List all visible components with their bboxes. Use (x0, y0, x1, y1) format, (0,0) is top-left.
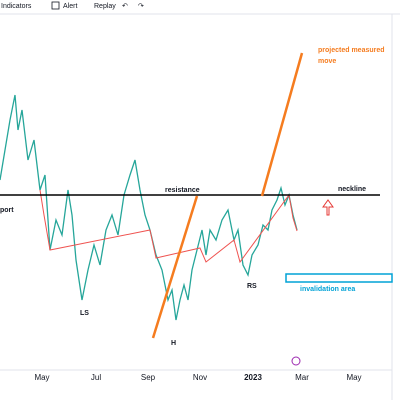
time-axis-label: Sep (141, 373, 156, 382)
time-axis-label: May (34, 373, 49, 382)
resistance-label: resistance (165, 187, 200, 194)
time-axis-label: 2023 (244, 373, 262, 382)
toolbar (0, 0, 400, 14)
replay-button[interactable]: Replay (94, 3, 116, 10)
undo-button[interactable]: ↶ (122, 3, 128, 10)
time-axis-label: Jul (91, 373, 101, 382)
event-icon[interactable] (291, 356, 301, 366)
indicators-button[interactable]: Indicators (1, 3, 32, 10)
up-arrow (322, 199, 334, 216)
redo-button[interactable]: ↷ (138, 3, 144, 10)
price-line (0, 94, 298, 321)
time-axis-label: Nov (193, 373, 207, 382)
projection-label: move (318, 58, 336, 65)
time-axis: May Jul Sep Nov 2023 Mar May (34, 373, 361, 382)
time-axis-label: Mar (295, 373, 309, 382)
neckline-label: neckline (338, 186, 366, 193)
ls-label: LS (80, 310, 89, 317)
support-label: port (0, 207, 14, 214)
grid-icon[interactable] (51, 1, 60, 10)
alert-button[interactable]: Alert (63, 3, 77, 10)
h-label: H (171, 340, 176, 347)
projection-label: projected measured (318, 47, 385, 54)
projection-line (260, 52, 304, 197)
invalidation-box (285, 273, 393, 283)
price-line-down (39, 189, 298, 264)
invalidation-label: invalidation area (300, 286, 355, 293)
resistance-line (151, 195, 199, 339)
time-axis-label: May (346, 373, 361, 382)
rs-label: RS (247, 283, 257, 290)
